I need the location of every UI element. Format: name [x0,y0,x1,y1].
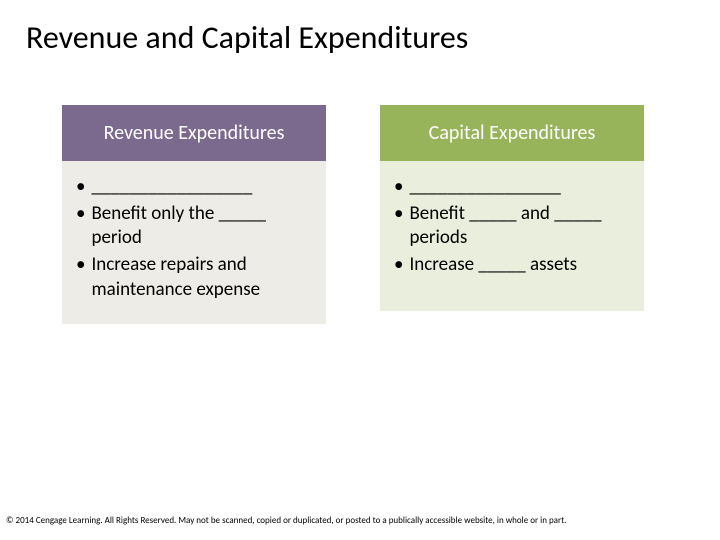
bullet-text: Increase repairs and maintenance expense [91,253,312,302]
bullet-text: ________________ [409,175,560,200]
list-item: •Benefit only the _____ period [76,202,312,251]
bullet-text: Benefit _____ and _____ periods [409,202,630,251]
slide-title: Revenue and Capital Expenditures [0,0,720,57]
list-item: •Increase _____ assets [394,253,630,278]
list-item: •Benefit _____ and _____ periods [394,202,630,251]
copyright-text: © 2014 Cengage Learning. All Rights Rese… [6,515,566,526]
bullet-text: Increase _____ assets [409,253,577,278]
card-revenue-header: Revenue Expenditures [62,105,326,161]
list-item: •_________________ [76,175,312,200]
card-revenue: Revenue Expenditures •_________________ … [62,105,326,324]
list-item: •________________ [394,175,630,200]
card-capital: Capital Expenditures •________________ •… [380,105,644,324]
bullet-text: Benefit only the _____ period [91,202,312,251]
card-capital-header: Capital Expenditures [380,105,644,161]
cards-row: Revenue Expenditures •_________________ … [0,57,720,324]
card-capital-body: •________________ •Benefit _____ and ___… [380,161,644,311]
card-revenue-body: •_________________ •Benefit only the ___… [62,161,326,324]
bullet-text: _________________ [91,175,252,200]
list-item: •Increase repairs and maintenance expens… [76,253,312,302]
